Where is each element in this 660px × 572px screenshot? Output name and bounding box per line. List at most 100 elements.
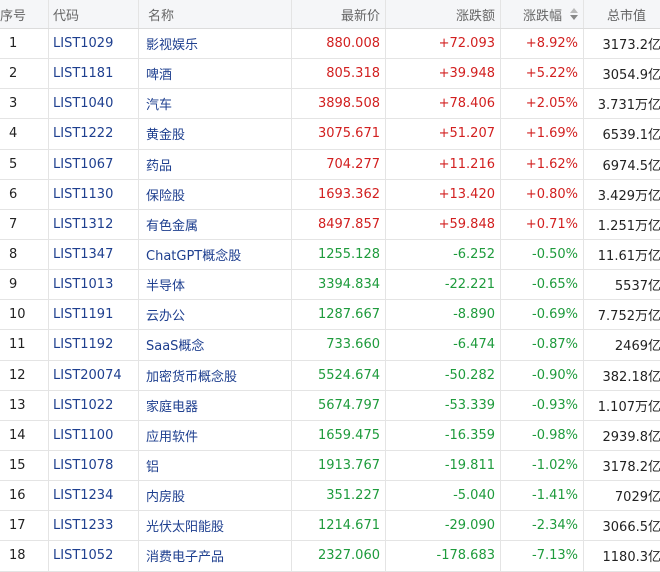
- row-code[interactable]: LIST1029: [53, 36, 114, 52]
- row-name[interactable]: 半导体: [146, 279, 186, 295]
- row-code[interactable]: LIST1013: [53, 277, 114, 293]
- table-row[interactable]: 2 LIST1181 啤酒 805.318 +39.948 +5.22% 3054.9亿: [0, 59, 660, 90]
- header-name[interactable]: 名称: [148, 8, 175, 24]
- row-name[interactable]: 药品: [146, 158, 173, 174]
- row-cap: 7.752万亿: [597, 309, 660, 325]
- row-price: 1913.767: [317, 458, 380, 474]
- row-name[interactable]: SaaS概念: [146, 339, 205, 355]
- header-price[interactable]: 最新价: [340, 8, 380, 24]
- row-pct: -0.69%: [532, 307, 578, 323]
- row-code[interactable]: LIST20074: [53, 367, 122, 383]
- header-change[interactable]: 涨跌额: [455, 8, 495, 24]
- row-name[interactable]: ChatGPT概念股: [146, 249, 242, 265]
- row-code[interactable]: LIST1191: [53, 307, 114, 323]
- row-cap: 1.251万亿: [597, 218, 660, 234]
- row-cap: 3054.9亿: [602, 68, 660, 84]
- table-row[interactable]: 3 LIST1040 汽车 3898.508 +78.406 +2.05% 3.731万亿: [0, 89, 660, 120]
- row-cap: 6974.5亿: [602, 158, 660, 174]
- table-row[interactable]: 14 LIST1100 应用软件 1659.475 -16.359 -0.98% 2939.…: [0, 420, 660, 451]
- row-pct: -0.87%: [532, 337, 578, 353]
- row-code[interactable]: LIST1312: [53, 216, 114, 232]
- row-pct: +2.05%: [525, 96, 578, 112]
- row-name[interactable]: 消费电子产品: [146, 550, 225, 566]
- header-idx[interactable]: 序号: [0, 8, 27, 24]
- row-change: -22.221: [444, 277, 495, 293]
- row-cap: 2469亿: [614, 339, 660, 355]
- row-pct: -0.50%: [532, 247, 578, 263]
- row-name[interactable]: 云办公: [146, 309, 186, 325]
- header-cap[interactable]: 总市值: [607, 8, 647, 24]
- row-cap: 3173.2亿: [602, 38, 660, 54]
- row-name[interactable]: 家庭电器: [146, 399, 199, 415]
- table-row[interactable]: 9 LIST1013 半导体 3394.834 -22.221 -0.65% 5537亿: [0, 270, 660, 301]
- row-change: -29.090: [444, 518, 495, 534]
- row-cap: 6539.1亿: [602, 128, 660, 144]
- row-change: -50.282: [444, 367, 495, 383]
- row-idx: 14: [9, 427, 26, 443]
- row-code[interactable]: LIST1040: [53, 96, 114, 112]
- row-code[interactable]: LIST1067: [53, 156, 114, 172]
- row-cap: 2939.8亿: [602, 429, 660, 445]
- table-row[interactable]: 18 LIST1052 消费电子产品 2327.060 -178.683 -7.13% 11…: [0, 541, 660, 572]
- row-name[interactable]: 汽车: [146, 98, 173, 114]
- row-name[interactable]: 保险股: [146, 188, 186, 204]
- row-name[interactable]: 加密货币概念股: [146, 369, 238, 385]
- row-change: -16.359: [444, 427, 495, 443]
- row-price: 351.227: [326, 488, 380, 504]
- table-row[interactable]: 6 LIST1130 保险股 1693.362 +13.420 +0.80% 3.429万亿: [0, 179, 660, 210]
- row-idx: 13: [9, 397, 26, 413]
- row-name[interactable]: 应用软件: [146, 429, 199, 445]
- row-name[interactable]: 啤酒: [146, 68, 173, 84]
- row-name[interactable]: 内房股: [146, 490, 186, 506]
- table-row[interactable]: 4 LIST1222 黄金股 3075.671 +51.207 +1.69% 6539.1亿: [0, 119, 660, 150]
- row-idx: 6: [9, 186, 18, 202]
- table-row[interactable]: 12 LIST20074 加密货币概念股 5524.674 -50.282 -0.90% 3…: [0, 360, 660, 391]
- row-name[interactable]: 黄金股: [146, 128, 186, 144]
- row-change: +39.948: [438, 66, 495, 82]
- table-row[interactable]: 10 LIST1191 云办公 1287.667 -8.890 -0.69% 7.752万亿: [0, 300, 660, 331]
- row-pct: -0.65%: [532, 277, 578, 293]
- row-code[interactable]: LIST1022: [53, 397, 114, 413]
- table-row[interactable]: 5 LIST1067 药品 704.277 +11.216 +1.62% 6974.5亿: [0, 149, 660, 180]
- row-pct: +5.22%: [525, 66, 578, 82]
- row-price: 2327.060: [317, 548, 380, 564]
- row-code[interactable]: LIST1052: [53, 548, 114, 564]
- header-pct[interactable]: 涨跌幅: [500, 0, 583, 28]
- row-cap: 7029亿: [614, 490, 660, 506]
- row-name[interactable]: 有色金属: [146, 218, 199, 234]
- row-idx: 12: [9, 367, 26, 383]
- row-price: 3898.508: [317, 96, 380, 112]
- row-cap: 3178.2亿: [602, 460, 660, 476]
- row-idx: 16: [9, 488, 26, 504]
- row-price: 8497.857: [317, 216, 380, 232]
- row-idx: 3: [9, 96, 18, 112]
- row-name[interactable]: 影视娱乐: [146, 38, 199, 54]
- row-name[interactable]: 光伏太阳能股: [146, 520, 225, 536]
- table-row[interactable]: 16 LIST1234 内房股 351.227 -5.040 -1.41% 7029亿: [0, 481, 660, 512]
- row-code[interactable]: LIST1181: [53, 66, 114, 82]
- sort-desc-icon[interactable]: [570, 7, 578, 21]
- row-code[interactable]: LIST1130: [53, 186, 114, 202]
- table-row[interactable]: 13 LIST1022 家庭电器 5674.797 -53.339 -0.93% 1.107…: [0, 390, 660, 421]
- row-change: +72.093: [438, 36, 495, 52]
- row-code[interactable]: LIST1078: [53, 458, 114, 474]
- row-code[interactable]: LIST1100: [53, 427, 114, 443]
- row-code[interactable]: LIST1192: [53, 337, 114, 353]
- row-code[interactable]: LIST1222: [53, 126, 114, 142]
- table-row[interactable]: 1 LIST1029 影视娱乐 880.008 +72.093 +8.92% 3173.2亿: [0, 29, 660, 60]
- row-code[interactable]: LIST1234: [53, 488, 114, 504]
- row-price: 880.008: [326, 36, 380, 52]
- table-row[interactable]: 17 LIST1233 光伏太阳能股 1214.671 -29.090 -2.34% 306…: [0, 511, 660, 542]
- table-row[interactable]: 15 LIST1078 铝 1913.767 -19.811 -1.02% 3178.2亿: [0, 450, 660, 482]
- row-idx: 5: [9, 156, 18, 172]
- table-row[interactable]: 7 LIST1312 有色金属 8497.857 +59.848 +0.71% 1.251万…: [0, 209, 660, 240]
- header-code[interactable]: 代码: [53, 8, 80, 24]
- table-row[interactable]: 8 LIST1347 ChatGPT概念股 1255.128 -6.252 -0.50% 1…: [0, 239, 660, 271]
- row-name[interactable]: 铝: [146, 460, 160, 476]
- row-code[interactable]: LIST1347: [53, 247, 114, 263]
- row-pct: -2.34%: [532, 518, 578, 534]
- table-row[interactable]: 11 LIST1192 SaaS概念 733.660 -6.474 -0.87% 2469亿: [0, 330, 660, 361]
- row-code[interactable]: LIST1233: [53, 518, 114, 534]
- row-change: -19.811: [444, 458, 495, 474]
